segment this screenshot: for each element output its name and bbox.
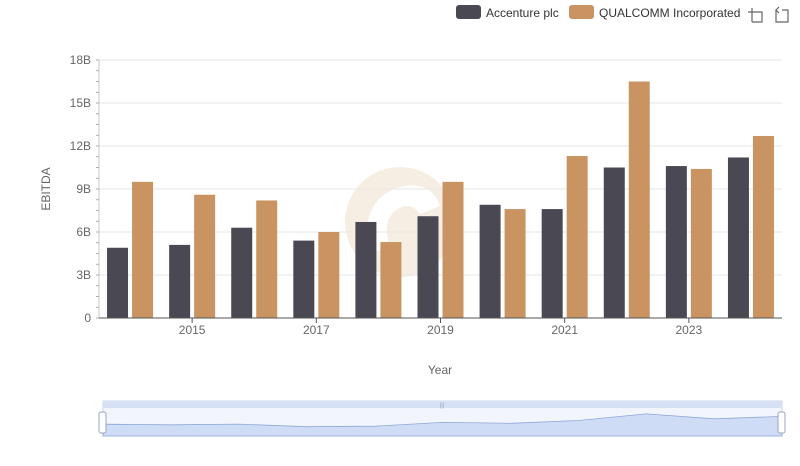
bar-qualcomm-2021[interactable]	[566, 156, 588, 318]
y-tick-label: 6B	[76, 225, 91, 239]
bar-qualcomm-2019[interactable]	[442, 181, 464, 318]
x-tick-label: 2015	[179, 323, 206, 337]
bar-qualcomm-2020[interactable]	[504, 209, 526, 318]
legend: Accenture plc QUALCOMM Incorporated	[456, 5, 740, 20]
bar-qualcomm-2016[interactable]	[256, 200, 278, 318]
x-tick-label: 2017	[303, 323, 330, 337]
y-tick-label: 0	[84, 311, 91, 325]
y-tick-label: 9B	[76, 182, 91, 196]
bar-qualcomm-2018[interactable]	[380, 242, 402, 318]
bar-accenture-2022[interactable]	[603, 167, 625, 319]
x-tick-label: 2023	[676, 323, 703, 337]
crosshair-zoom-icon[interactable]	[746, 6, 764, 24]
y-tick-label: 15B	[70, 96, 91, 110]
y-axis-ticks: 0 3B 6B 9B 12B 15B 18B	[70, 53, 100, 325]
zoom-reset-icon[interactable]	[772, 6, 790, 24]
bar-accenture-2019[interactable]	[417, 216, 439, 318]
bar-qualcomm-2017[interactable]	[318, 232, 340, 318]
zoom-preview-area	[102, 413, 783, 437]
bar-accenture-2016[interactable]	[231, 227, 253, 318]
bar-accenture-2014[interactable]	[107, 247, 129, 318]
x-axis-title: Year	[428, 363, 452, 377]
bar-accenture-2020[interactable]	[479, 204, 501, 318]
y-tick-label: 18B	[70, 53, 91, 67]
zoom-handle-right[interactable]	[777, 411, 786, 434]
x-tick-label: 2021	[551, 323, 578, 337]
y-axis-title: EBITDA	[39, 167, 53, 210]
zoom-handle-left[interactable]	[98, 411, 107, 434]
legend-item-accenture[interactable]: Accenture plc	[456, 5, 559, 20]
bar-accenture-2023[interactable]	[665, 166, 687, 318]
bar-accenture-2018[interactable]	[355, 221, 377, 318]
x-axis-ticks: 2015 2017 2019 2021 2023	[179, 318, 703, 337]
zoom-top-bar[interactable]	[103, 401, 782, 408]
bar-qualcomm-2022[interactable]	[628, 81, 650, 319]
zoom-grip-icon[interactable]: |||	[440, 403, 445, 409]
legend-item-qualcomm[interactable]: QUALCOMM Incorporated	[569, 5, 740, 20]
bar-qualcomm-2014[interactable]	[132, 181, 154, 318]
legend-swatch-accenture	[456, 5, 481, 19]
legend-swatch-qualcomm	[569, 5, 594, 19]
bar-accenture-2024[interactable]	[727, 157, 749, 318]
bar-qualcomm-2024[interactable]	[752, 135, 774, 318]
data-zoom-slider[interactable]: |||	[98, 400, 786, 437]
legend-label-qualcomm: QUALCOMM Incorporated	[599, 6, 740, 20]
x-tick-label: 2019	[427, 323, 454, 337]
legend-label-accenture: Accenture plc	[486, 6, 559, 20]
y-tick-label: 12B	[70, 139, 91, 153]
bar-qualcomm-2015[interactable]	[194, 194, 216, 318]
bar-accenture-2015[interactable]	[169, 244, 191, 318]
bar-series-group	[107, 81, 774, 319]
y-tick-label: 3B	[76, 268, 91, 282]
bar-qualcomm-2023[interactable]	[690, 168, 712, 318]
bar-accenture-2021[interactable]	[541, 209, 563, 318]
bar-accenture-2017[interactable]	[293, 240, 315, 318]
